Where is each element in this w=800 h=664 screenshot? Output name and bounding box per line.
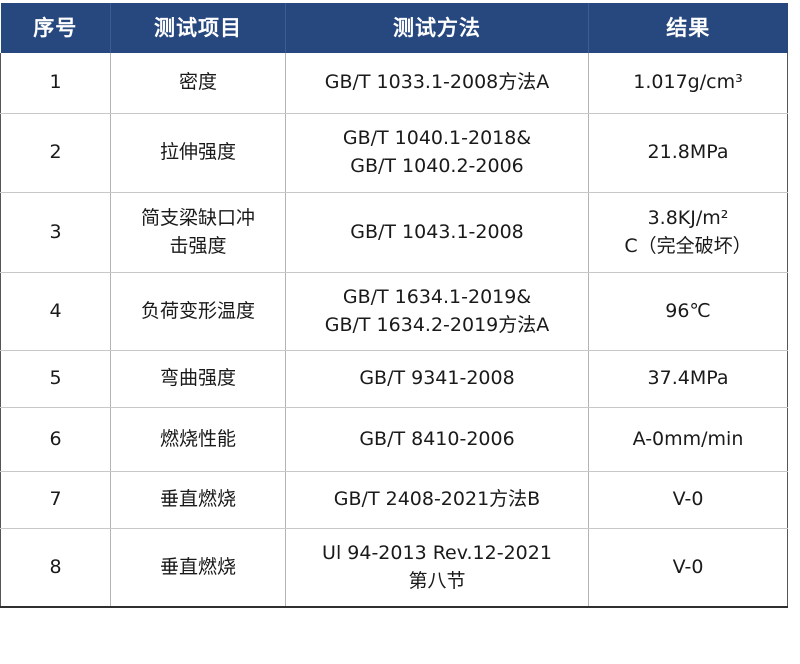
cell-result: 1.017g/cm³ [588,53,788,114]
cell-sequence: 3 [0,192,111,273]
cell-sequence: 5 [0,350,111,408]
cell-test-item: 垂直燃烧 [110,528,286,608]
table-header-row: 序号 测试项目 测试方法 结果 [0,3,788,53]
cell-result: V-0 [588,471,788,529]
cell-sequence: 6 [0,407,111,472]
table-row: 1 密度 GB/T 1033.1-2008方法A 1.017g/cm³ [0,53,788,114]
column-header-test-method: 测试方法 [285,3,589,53]
cell-test-method: GB/T 1040.1-2018& GB/T 1040.2-2006 [285,113,589,193]
cell-test-item: 拉伸强度 [110,113,286,193]
cell-result: A-0mm/min [588,407,788,472]
cell-result: 96℃ [588,272,788,351]
cell-test-method: GB/T 9341-2008 [285,350,589,408]
cell-test-item: 负荷变形温度 [110,272,286,351]
cell-sequence: 2 [0,113,111,193]
cell-test-method: GB/T 1634.1-2019& GB/T 1634.2-2019方法A [285,272,589,351]
cell-sequence: 1 [0,53,111,114]
cell-test-method: Ul 94-2013 Rev.12-2021 第八节 [285,528,589,608]
cell-result: 3.8KJ/m² C（完全破坏） [588,192,788,273]
cell-test-item: 密度 [110,53,286,114]
cell-test-method: GB/T 2408-2021方法B [285,471,589,529]
column-header-test-item: 测试项目 [110,3,286,53]
cell-test-item: 燃烧性能 [110,407,286,472]
cell-test-method: GB/T 1043.1-2008 [285,192,589,273]
table-row: 4 负荷变形温度 GB/T 1634.1-2019& GB/T 1634.2-2… [0,272,788,351]
cell-test-item: 垂直燃烧 [110,471,286,529]
cell-test-item: 简支梁缺口冲 击强度 [110,192,286,273]
cell-result: 37.4MPa [588,350,788,408]
cell-sequence: 7 [0,471,111,529]
cell-test-method: GB/T 1033.1-2008方法A [285,53,589,114]
table-row: 2 拉伸强度 GB/T 1040.1-2018& GB/T 1040.2-200… [0,113,788,193]
cell-test-item: 弯曲强度 [110,350,286,408]
cell-sequence: 4 [0,272,111,351]
table-header: 序号 测试项目 测试方法 结果 [0,3,788,53]
table-row: 8 垂直燃烧 Ul 94-2013 Rev.12-2021 第八节 V-0 [0,528,788,608]
column-header-sequence: 序号 [0,3,111,53]
column-header-result: 结果 [666,16,711,40]
table-body: 1 密度 GB/T 1033.1-2008方法A 1.017g/cm³ 2 拉伸… [0,53,788,608]
cell-sequence: 8 [0,528,111,608]
table-row: 7 垂直燃烧 GB/T 2408-2021方法B V-0 [0,471,788,529]
cell-result: V-0 [588,528,788,608]
table-row: 6 燃烧性能 GB/T 8410-2006 A-0mm/min [0,407,788,472]
table-row: 5 弯曲强度 GB/T 9341-2008 37.4MPa [0,350,788,408]
cell-test-method: GB/T 8410-2006 [285,407,589,472]
cell-result: 21.8MPa [588,113,788,193]
material-test-results-table: 序号 测试项目 测试方法 结果 1 密度 GB/T 1033.1-2008方法A… [0,3,788,608]
table-row: 3 简支梁缺口冲 击强度 GB/T 1043.1-2008 3.8KJ/m² C… [0,192,788,273]
